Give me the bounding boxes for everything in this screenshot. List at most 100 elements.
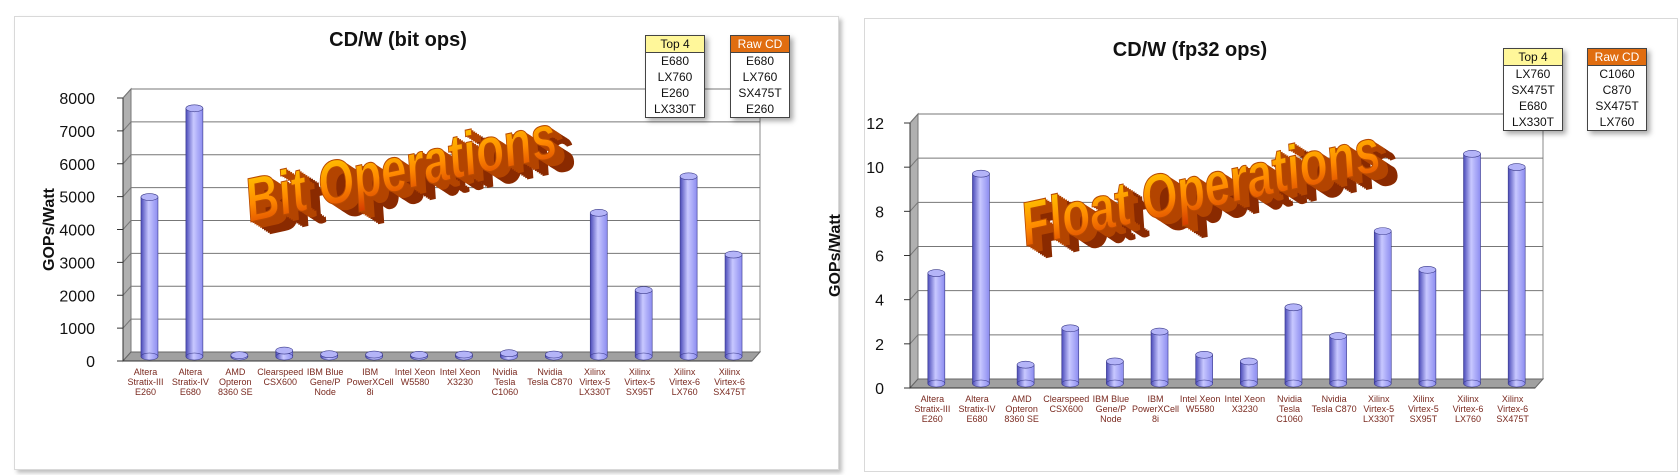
- legend-raw-header: Raw CD: [1588, 49, 1646, 66]
- x-tick-label-line: Xilinx: [719, 367, 741, 377]
- bar-top: [1329, 332, 1347, 340]
- x-tick-label: Intel Xeon X3230: [440, 367, 481, 387]
- bar: [1373, 230, 1392, 384]
- legend-item: C1060: [1599, 67, 1635, 81]
- x-tick-label: Clearspeed CSX600: [257, 367, 303, 387]
- x-tick-label-line: 8i: [367, 387, 374, 397]
- x-tick-label-line: Xilinx: [674, 367, 696, 377]
- y-tick-label: 12: [866, 116, 884, 133]
- x-tick-label: Clearspeed CSX600: [1043, 394, 1089, 414]
- bar: [1061, 327, 1080, 384]
- x-tick-label: Xilinx Virtex-6 SX475T: [713, 367, 746, 397]
- x-tick-label-line: Nvidia: [537, 367, 562, 377]
- x-tick-label-line: 8360 SE: [218, 387, 253, 397]
- x-tick-label: AMD Opteron 8360 SE: [218, 367, 253, 397]
- bar-base: [1106, 379, 1124, 388]
- bar-top: [724, 250, 743, 259]
- x-tick-label-line: Node: [1100, 414, 1122, 424]
- y-tick-label: 2000: [59, 288, 95, 305]
- x-tick-label-line: Virtex-6: [714, 377, 745, 387]
- bar-top: [320, 350, 338, 358]
- x-tick-label-line: Altera: [179, 367, 203, 377]
- x-tick-label-line: Tesla: [1279, 404, 1300, 414]
- chart-title: CD/W (fp32 ops): [1113, 39, 1267, 61]
- bar: [1418, 269, 1437, 384]
- x-tick-label-line: C1060: [1276, 414, 1303, 424]
- legend-item: LX330T: [653, 102, 697, 116]
- legend-top4-header: Top 4: [1504, 49, 1562, 66]
- gridline: [122, 318, 760, 329]
- legend-item: SX475T: [1595, 99, 1639, 113]
- bar-top: [140, 193, 159, 201]
- legend-item: E680: [660, 54, 690, 68]
- x-tick-label-line: Altera: [134, 367, 158, 377]
- x-tick-label-line: Nvidia: [1322, 394, 1347, 404]
- gridline: [122, 154, 760, 165]
- bar-base: [140, 352, 159, 361]
- bar-base: [1240, 379, 1258, 388]
- legend-item: E260: [660, 86, 690, 100]
- legend-item: LX760: [657, 70, 693, 84]
- bar-top: [1240, 357, 1258, 366]
- y-tick-label: 5000: [59, 190, 95, 207]
- x-tick-label-line: Stratix-III: [914, 404, 950, 414]
- x-tick-label-line: Virtex-5: [1363, 404, 1394, 414]
- x-tick-label-line: PowerXCell: [1132, 404, 1179, 414]
- bar-top: [1463, 150, 1481, 158]
- bar: [1150, 331, 1169, 384]
- bar: [185, 107, 204, 357]
- x-tick-label-line: AMD: [1012, 394, 1033, 404]
- x-tick-label: IBM Blue Gene/P Node: [1093, 394, 1130, 424]
- x-tick-label-line: Xilinx: [1457, 394, 1479, 404]
- x-tick-label-line: Gene/P: [1096, 404, 1127, 414]
- bar: [140, 196, 159, 357]
- gridline: [122, 121, 760, 132]
- y-tick-label: 7000: [59, 124, 95, 141]
- bar: [972, 173, 990, 384]
- bar-top: [365, 350, 383, 359]
- x-tick-label: IBM PowerXCell 8i: [1132, 394, 1179, 424]
- legend-item: E680: [1518, 99, 1548, 113]
- x-tick-label-line: Tesla C870: [527, 377, 572, 387]
- bar-base: [1195, 379, 1213, 388]
- bar-top: [1284, 303, 1303, 312]
- bar-top: [972, 169, 990, 178]
- legend-item: E680: [745, 54, 775, 68]
- x-tick-label-line: 8360 SE: [1004, 414, 1039, 424]
- y-tick-label: 2: [875, 337, 884, 354]
- x-tick-label-line: Altera: [921, 394, 945, 404]
- bar-top: [545, 350, 563, 359]
- gridline: [909, 290, 1543, 300]
- legend-top4: Top 4 E680 LX760 E260 LX330T: [645, 35, 705, 118]
- legend-top4: Top 4 LX760 SX475T E680 LX330T: [1503, 48, 1563, 131]
- bar-base: [1016, 379, 1035, 388]
- x-tick-label-line: Nvidia: [1277, 394, 1302, 404]
- legend-item: LX760: [1515, 67, 1551, 81]
- bar-top: [500, 349, 518, 358]
- x-tick-label-line: Stratix-IV: [958, 404, 995, 414]
- bar-base: [1373, 379, 1392, 388]
- x-tick-label-line: Clearspeed: [1043, 394, 1089, 404]
- bar-top: [679, 172, 698, 181]
- bar-base: [1284, 379, 1303, 388]
- bar-top: [589, 209, 608, 217]
- y-tick-label: 1000: [59, 321, 95, 338]
- x-tick-label-line: Opteron: [219, 377, 252, 387]
- y-tick-label: 10: [866, 160, 884, 177]
- x-tick-label-line: Virtex-6: [1497, 404, 1528, 414]
- x-tick-label-line: E260: [135, 387, 156, 397]
- x-tick-label-line: Intel Xeon: [440, 367, 481, 377]
- x-tick-label: AMD Opteron 8360 SE: [1004, 394, 1039, 424]
- x-tick-label-line: Stratix-IV: [172, 377, 209, 387]
- bar-top: [275, 346, 294, 355]
- bar-top: [1195, 350, 1213, 359]
- x-tick-label: Intel Xeon W5580: [395, 367, 436, 387]
- bar-top: [1061, 324, 1080, 333]
- x-tick-label-line: E680: [966, 414, 987, 424]
- x-tick-label-line: IBM Blue: [1093, 394, 1130, 404]
- x-tick-label: Altera Stratix-IV E680: [172, 367, 209, 397]
- bar: [679, 176, 698, 357]
- bar-top: [1150, 327, 1169, 336]
